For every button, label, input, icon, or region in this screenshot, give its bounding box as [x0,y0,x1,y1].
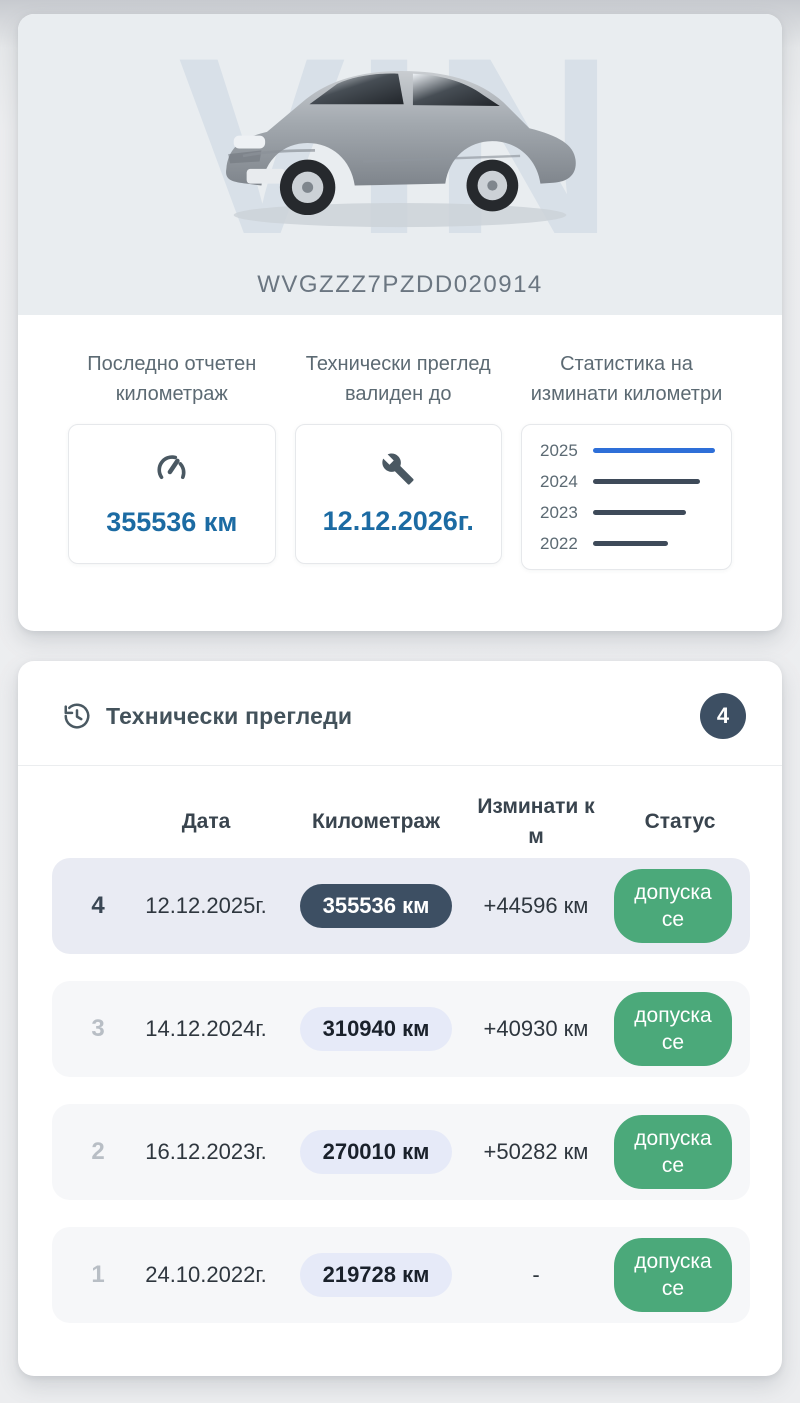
chart-year-label: 2022 [540,533,578,553]
inspections-table: 4 12.12.2025г. 355536 км +44596 км допус… [18,858,782,1323]
chart-year-label: 2025 [540,440,578,460]
inspection-valid-box: 12.12.2026г. [294,424,502,564]
inspection-date: 24.10.2022г. [145,1262,267,1287]
inspection-row[interactable]: 4 12.12.2025г. 355536 км +44596 км допус… [52,858,750,954]
status-badge: допуска се [614,1238,732,1312]
inspections-count-badge: 4 [700,693,746,739]
inspection-date: 12.12.2025г. [145,893,267,918]
table-header: Дата Километраж Изминати км Статус [70,792,754,852]
speedometer-icon [151,451,193,492]
stat-last-mileage: Последно отчетен километраж 355536 км [68,349,276,570]
row-number: 2 [91,1138,105,1165]
history-icon [62,701,92,731]
chart-row: 2022 [540,534,715,553]
status-badge: допуска се [614,992,732,1066]
last-mileage-box: 355536 км [68,424,276,564]
inspection-row[interactable]: 1 24.10.2022г. 219728 км - допуска се [52,1227,750,1323]
stats-row: Последно отчетен километраж 355536 км Те… [18,315,782,570]
chart-row: 2024 [540,472,715,491]
wrench-icon [379,452,417,491]
col-header-mileage: Километраж [312,810,440,833]
vin-summary-card: VIN [18,14,782,631]
chart-year-label: 2023 [540,502,578,522]
mileage-pill: 310940 км [299,1007,453,1051]
header-divider [18,765,782,766]
mileage-pill: 270010 км [299,1130,453,1174]
chart-bar [593,541,668,546]
last-mileage-value: 355536 км [106,506,238,537]
col-header-status: Статус [644,810,716,833]
status-badge: допуска се [614,869,732,943]
mileage-mini-chart: 2025 2024 2023 2022 [521,424,732,570]
stat-label: Технически преглед валиден до [305,353,491,405]
stat-inspection-valid: Технически преглед валиден до 12.12.2026… [294,349,502,570]
chart-year-label: 2024 [540,471,578,491]
col-header-date: Дата [181,810,231,833]
row-number: 3 [91,1015,105,1042]
stat-mileage-chart: Статистика на изминати километри 2025 20… [521,349,732,570]
chart-row: 2025 [540,441,715,460]
vehicle-hero: VIN [18,14,782,315]
inspection-row[interactable]: 3 14.12.2024г. 310940 км +40930 км допус… [52,981,750,1077]
car-illustration [226,70,576,228]
chart-row: 2023 [540,503,715,522]
inspection-date: 16.12.2023г. [145,1139,267,1164]
mileage-diff: +40930 км [483,1016,589,1041]
vin-number: WVGZZZ7PZDD020914 [257,271,543,298]
stat-label: Последно отчетен километраж [87,353,257,405]
chart-bar [593,510,686,515]
mileage-pill: 219728 км [299,1253,453,1297]
inspection-date: 14.12.2024г. [145,1016,267,1041]
mileage-diff: +44596 км [483,893,589,918]
chart-bar [593,479,700,484]
inspection-valid-value: 12.12.2026г. [322,505,474,536]
row-number: 4 [91,892,105,919]
inspection-row[interactable]: 2 16.12.2023г. 270010 км +50282 км допус… [52,1104,750,1200]
inspections-header: Технически прегледи 4 [18,661,782,765]
chart-bar [593,448,715,453]
mileage-pill: 355536 км [299,884,453,928]
col-header-diff: Изминати км [477,795,595,848]
row-number: 1 [91,1261,105,1288]
status-badge: допуска се [614,1115,732,1189]
stat-label: Статистика на изминати километри [530,353,723,405]
mileage-diff: - [532,1262,540,1287]
inspections-card: Технически прегледи 4 Дата Километраж Из… [18,661,782,1376]
car-image [206,50,594,241]
inspections-title: Технически прегледи [106,702,353,729]
mileage-diff: +50282 км [483,1139,589,1164]
